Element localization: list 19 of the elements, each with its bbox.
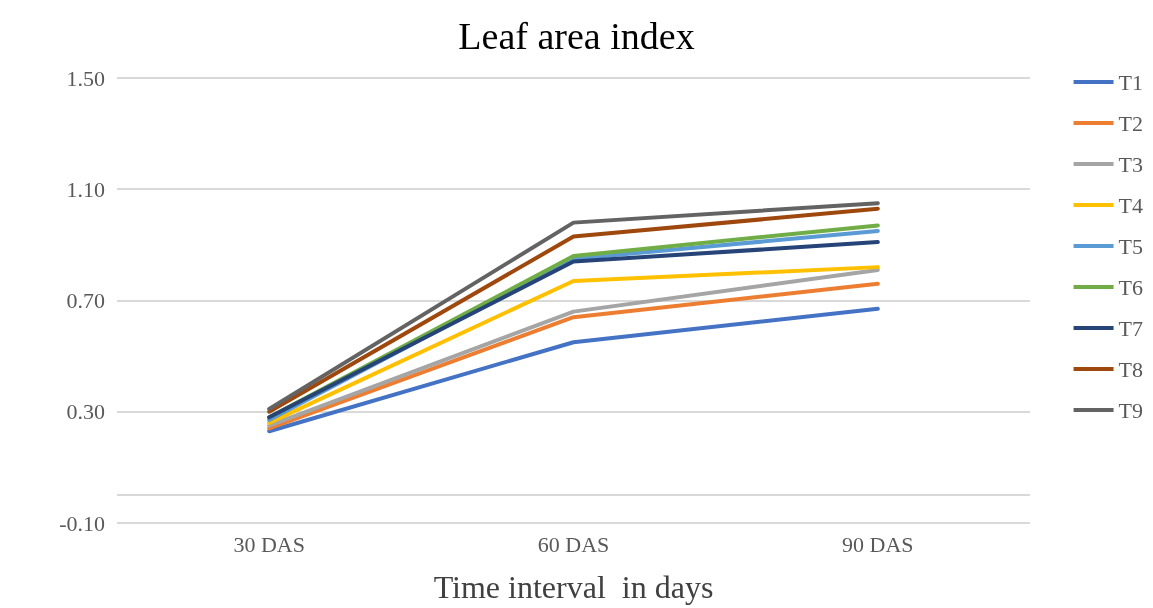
y-tick-label: 1.10 [66,176,105,202]
legend-label: T8 [1118,356,1144,382]
legend-label: T9 [1118,397,1144,423]
y-tick-label: 0.30 [66,399,105,425]
x-tick-label: 30 DAS [233,531,305,557]
legend-label: T2 [1118,110,1144,136]
legend-label: T7 [1118,315,1144,341]
y-tick-label: 0.70 [66,288,105,313]
x-tick-label: 90 DAS [842,531,914,557]
chart-title: Leaf area index [458,15,695,57]
x-axis-title: Time interval in days [433,569,714,605]
legend-label: T5 [1118,233,1144,259]
y-tick-label: 1.50 [66,65,105,91]
legend-label: T6 [1118,274,1144,300]
x-tick-label: 60 DAS [537,531,610,557]
legend-label: T3 [1118,151,1144,177]
y-tick-label: -0.10 [59,510,105,536]
legend-label: T4 [1118,192,1144,218]
legend-label: T1 [1118,69,1144,95]
